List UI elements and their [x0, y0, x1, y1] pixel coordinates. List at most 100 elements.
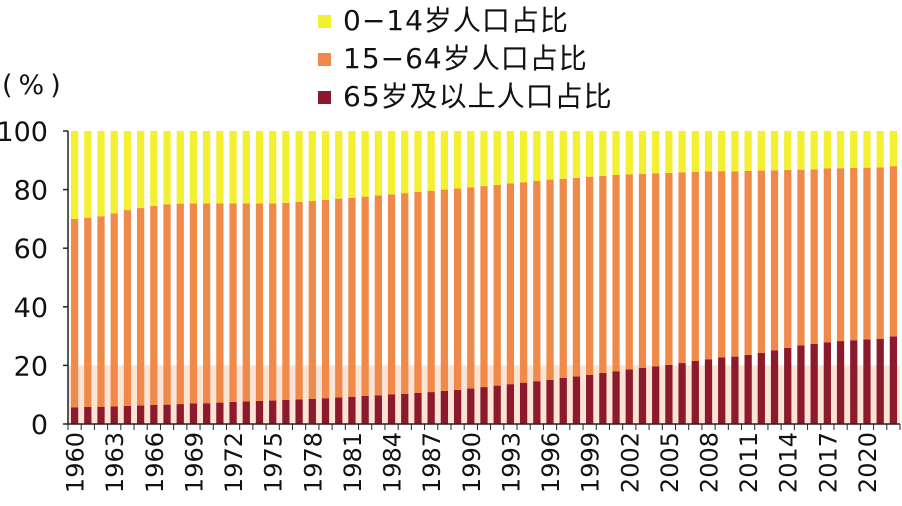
bar-segment-15-64-1972 — [229, 203, 237, 403]
bar-segment-65plus-1965 — [137, 405, 145, 424]
bar-segment-15-64-1979 — [321, 199, 330, 399]
bar-segment-0-14-2006 — [678, 131, 686, 173]
bar-segment-15-64-1981 — [348, 197, 356, 397]
bar-segment-0-14-2011 — [744, 131, 752, 171]
legend-item-15-64: 15−64岁人口占比 — [318, 40, 613, 78]
bar-segment-15-64-2000 — [599, 175, 607, 374]
bar-segment-15-64-1994 — [519, 182, 528, 383]
bar-segment-15-64-1966 — [150, 206, 158, 405]
bar-segment-15-64-1990 — [467, 187, 475, 389]
bar-segment-0-14-1994 — [519, 131, 528, 183]
bar-segment-65plus-2010 — [731, 356, 739, 424]
bar-segment-15-64-2021 — [876, 167, 884, 339]
legend-label-0-14: 0−14岁人口占比 — [343, 4, 569, 37]
axes-layer: 0 20 40 60 80 100 1960 1963 1966 1969 1972 1975 1978… — [0, 117, 901, 493]
bar-segment-65plus-1975 — [269, 400, 277, 424]
bar-segment-65plus-1971 — [216, 402, 224, 424]
x-tick-label-1960: 1960 — [62, 432, 90, 493]
bar-segment-65plus-1966 — [150, 404, 158, 424]
bar-segment-15-64-1996 — [546, 179, 554, 380]
bar-segment-65plus-1978 — [308, 398, 316, 424]
bar-segment-65plus-1979 — [321, 398, 330, 424]
x-tick-label-2011: 2011 — [735, 432, 763, 493]
bar-segment-65plus-2008 — [704, 359, 713, 424]
bar-segment-15-64-2007 — [691, 171, 699, 362]
bar-segment-15-64-1999 — [586, 176, 594, 375]
bar-segment-65plus-2001 — [612, 371, 620, 424]
x-tick-label-1987: 1987 — [418, 432, 446, 493]
bar-segment-65plus-1960 — [70, 407, 79, 424]
bar-segment-0-14-2017 — [823, 131, 831, 169]
bar-segment-65plus-2009 — [718, 357, 726, 424]
bar-segment-0-14-1970 — [203, 131, 211, 204]
bar-segment-0-14-1990 — [467, 131, 475, 188]
bar-segment-0-14-1965 — [137, 131, 145, 209]
bar-segment-0-14-1999 — [586, 131, 594, 177]
x-tick-label-1975: 1975 — [260, 432, 288, 493]
bar-segment-15-64-1967 — [163, 204, 171, 405]
bar-segment-0-14-1962 — [97, 131, 105, 217]
bar-segment-0-14-1968 — [176, 131, 184, 204]
bar-segment-15-64-2018 — [836, 168, 845, 342]
bar-segment-65plus-2015 — [797, 345, 805, 424]
bar-segment-65plus-1974 — [255, 400, 264, 424]
y-tick-label-60: 60 — [14, 234, 48, 265]
bar-segment-0-14-1979 — [321, 131, 330, 200]
x-tick-label-1984: 1984 — [379, 432, 407, 493]
bar-segment-15-64-2006 — [678, 172, 686, 364]
bar-segment-0-14-2013 — [770, 131, 779, 171]
bar-segment-0-14-1974 — [255, 131, 264, 204]
x-tick-label-2017: 2017 — [814, 432, 842, 493]
bar-segment-0-14-1963 — [110, 131, 118, 214]
bar-segment-0-14-2010 — [731, 131, 739, 172]
bar-segment-65plus-2007 — [691, 361, 699, 424]
bar-segment-65plus-2006 — [678, 363, 686, 424]
bar-segment-0-14-1960 — [70, 131, 79, 219]
bar-segment-15-64-2020 — [863, 167, 871, 340]
bar-segment-65plus-1976 — [282, 399, 290, 424]
bar-segment-65plus-2013 — [770, 350, 779, 424]
bar-segment-15-64-2008 — [704, 171, 713, 360]
bar-segment-0-14-1985 — [401, 131, 409, 194]
x-tick-label-1978: 1978 — [299, 432, 327, 493]
bar-segment-65plus-2000 — [599, 373, 607, 424]
bar-segment-65plus-1996 — [546, 379, 554, 424]
y-tick-label-100: 100 — [0, 117, 48, 148]
bar-segment-65plus-2022 — [889, 336, 898, 424]
x-tick-label-1969: 1969 — [181, 432, 209, 493]
bar-segment-15-64-2002 — [625, 174, 633, 370]
bar-segment-0-14-2019 — [850, 131, 858, 168]
bar-segment-65plus-2005 — [665, 364, 673, 424]
bar-segment-65plus-1961 — [84, 407, 92, 424]
bar-segment-0-14-1977 — [295, 131, 303, 202]
bar-segment-65plus-1999 — [586, 374, 594, 424]
bar-segment-65plus-1969 — [189, 403, 198, 424]
bar-segment-0-14-2021 — [876, 131, 884, 168]
bar-segment-15-64-1978 — [308, 201, 316, 399]
bar-segment-65plus-1988 — [440, 390, 449, 424]
bar-segment-65plus-2011 — [744, 354, 752, 424]
bar-segment-0-14-1982 — [361, 131, 369, 197]
bar-segment-0-14-1976 — [282, 131, 290, 203]
legend-swatch-15-64 — [318, 52, 331, 66]
legend-label-15-64: 15−64岁人口占比 — [343, 42, 588, 75]
bar-segment-15-64-2012 — [757, 170, 765, 353]
bar-segment-65plus-1980 — [335, 397, 343, 424]
bar-segment-15-64-2019 — [850, 167, 858, 341]
bar-segment-0-14-2014 — [784, 131, 792, 170]
bar-segment-15-64-1992 — [493, 184, 501, 386]
bar-segment-15-64-2011 — [744, 170, 752, 355]
bar-segment-0-14-1987 — [427, 131, 435, 191]
bar-segment-65plus-1982 — [361, 395, 369, 424]
bar-segment-0-14-1992 — [493, 131, 501, 185]
y-tick-label-40: 40 — [14, 293, 48, 324]
bar-segment-15-64-1986 — [414, 191, 422, 393]
legend-swatch-0-14 — [318, 14, 331, 28]
bar-segment-0-14-2020 — [863, 131, 871, 168]
bar-segment-65plus-1983 — [374, 395, 382, 424]
bar-segment-15-64-1980 — [335, 198, 343, 398]
bar-segment-65plus-2017 — [823, 342, 831, 424]
bar-segment-65plus-1986 — [414, 392, 422, 424]
bar-segment-0-14-1996 — [546, 131, 554, 180]
bar-segment-0-14-2009 — [718, 131, 726, 172]
